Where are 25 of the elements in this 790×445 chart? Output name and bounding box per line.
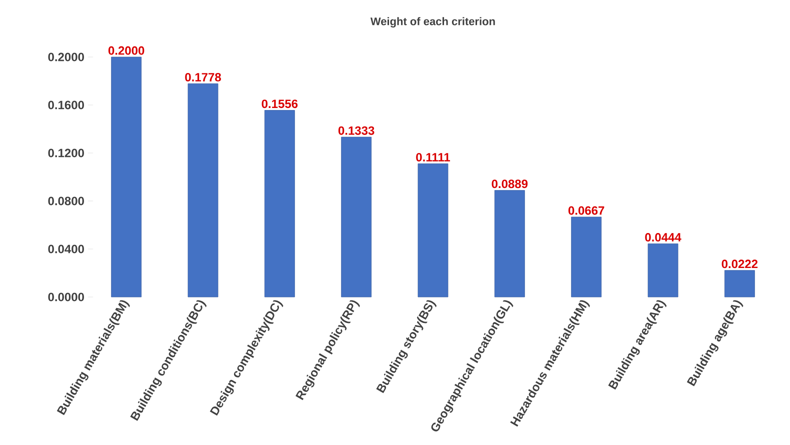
bar	[418, 163, 448, 298]
data-label: 0.0667	[568, 206, 604, 215]
y-tick-label: 0.1600	[48, 100, 84, 110]
bar	[724, 270, 755, 298]
y-tick-label: 0.0000	[48, 292, 84, 302]
bar	[188, 83, 218, 298]
bar	[341, 136, 372, 298]
data-label: 0.0444	[645, 233, 682, 242]
y-tick-label: 0.0800	[48, 196, 84, 206]
data-label: 0.1111	[416, 152, 450, 162]
bar	[264, 110, 295, 298]
data-label: 0.1333	[338, 126, 374, 135]
chart-title: Weight of each criterion	[370, 17, 495, 28]
y-tick-label: 0.1200	[48, 148, 84, 158]
data-label: 0.0222	[722, 260, 758, 268]
bar	[571, 216, 602, 298]
data-label: 0.2000	[108, 46, 144, 55]
y-tick-label: 0.0400	[48, 244, 84, 254]
bar	[111, 56, 142, 298]
bar	[648, 244, 678, 298]
y-tick-label: 0.2000	[48, 52, 84, 62]
bar	[494, 190, 525, 298]
data-label: 0.1778	[185, 72, 221, 82]
data-label: 0.0889	[492, 180, 528, 188]
data-label: 0.1556	[262, 100, 298, 108]
